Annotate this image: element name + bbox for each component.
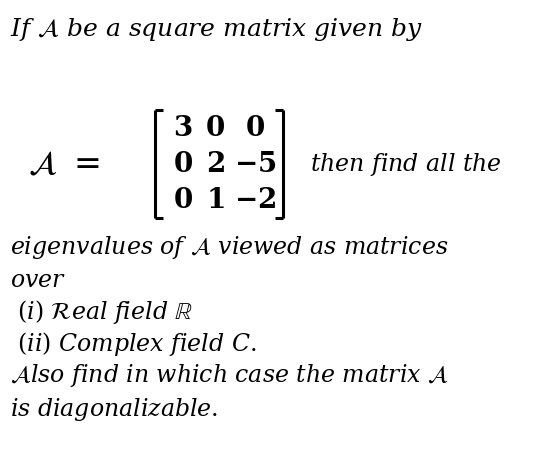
Text: $\mathbf{-5}$: $\mathbf{-5}$ <box>234 150 276 177</box>
Text: $\mathit{over}$: $\mathit{over}$ <box>10 268 66 291</box>
Text: $\mathbf{0}$: $\mathbf{0}$ <box>205 114 225 141</box>
Text: $\mathbf{-2}$: $\mathbf{-2}$ <box>234 186 276 213</box>
Text: $\ (i)\ \mathcal{R}\mathit{eal\ field}\ \mathbb{R}$: $\ (i)\ \mathcal{R}\mathit{eal\ field}\ … <box>10 298 193 325</box>
Text: $\mathbf{0}$: $\mathbf{0}$ <box>173 150 193 177</box>
Text: $\mathit{is\ diagonalizable.}$: $\mathit{is\ diagonalizable.}$ <box>10 395 218 422</box>
Text: $\mathbf{2}$: $\mathbf{2}$ <box>206 150 225 177</box>
Text: $\mathcal{A}\mathit{lso\ find\ in\ which\ case\ the\ matrix}\ \mathcal{A}$: $\mathcal{A}\mathit{lso\ find\ in\ which… <box>10 361 449 388</box>
Text: $\mathbf{3}$: $\mathbf{3}$ <box>173 114 193 141</box>
Text: $\mathbf{1}$: $\mathbf{1}$ <box>206 186 224 213</box>
Text: $\mathbf{0}$: $\mathbf{0}$ <box>245 114 265 141</box>
Text: $\mathit{eigenvalues\ of}\ \mathcal{A}\ \mathit{viewed\ as\ matrices}$: $\mathit{eigenvalues\ of}\ \mathcal{A}\ … <box>10 233 448 260</box>
Text: $\mathcal{A}\ =$: $\mathcal{A}\ =$ <box>28 147 100 180</box>
Text: $\mathbf{0}$: $\mathbf{0}$ <box>173 186 193 213</box>
Text: $\mathit{If}\ \mathcal{A}\ \mathit{be\ a\ square\ matrix\ given\ by}$: $\mathit{If}\ \mathcal{A}\ \mathit{be\ a… <box>10 16 423 43</box>
Text: $\ (ii)\ \mathit{Complex\ field}\ C.$: $\ (ii)\ \mathit{Complex\ field}\ C.$ <box>10 329 256 357</box>
Text: $\mathit{then\ find\ all\ the}$: $\mathit{then\ find\ all\ the}$ <box>310 150 502 177</box>
